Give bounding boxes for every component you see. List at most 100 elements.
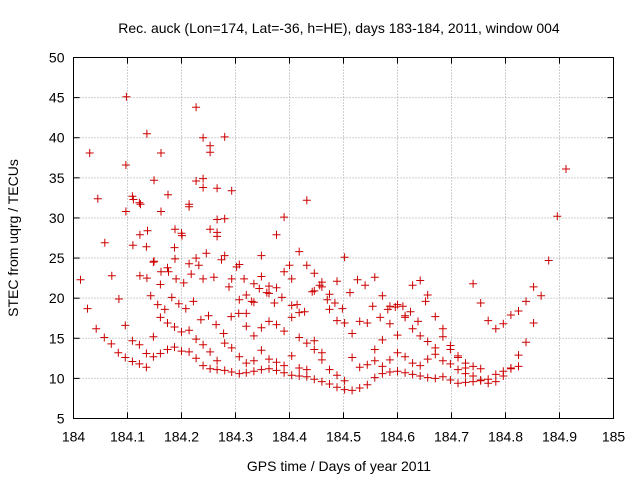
data-point [385, 319, 394, 328]
data-point [340, 376, 349, 385]
data-point [142, 363, 151, 372]
data-point [257, 365, 266, 374]
data-point [227, 343, 236, 352]
data-point [249, 356, 258, 365]
data-point [177, 347, 186, 356]
data-points [76, 92, 570, 395]
data-point [280, 361, 289, 370]
data-point [265, 364, 273, 373]
data-point [135, 230, 144, 239]
data-point [100, 333, 109, 342]
data-point [476, 299, 485, 307]
data-point [431, 312, 440, 321]
data-point [149, 258, 158, 267]
data-point [234, 309, 243, 318]
data-point [150, 257, 158, 266]
data-point [317, 377, 326, 386]
data-point [317, 348, 326, 357]
data-point [438, 332, 447, 341]
data-point [348, 329, 357, 338]
y-tick-label: 45 [49, 90, 65, 106]
y-tick-label: 50 [49, 50, 65, 66]
data-point [219, 329, 228, 338]
data-point [242, 322, 251, 331]
data-point [135, 340, 144, 349]
data-point [355, 317, 364, 326]
data-point [107, 339, 116, 348]
data-point [401, 311, 410, 320]
data-point [454, 351, 462, 360]
data-point [416, 361, 425, 370]
data-point [213, 215, 222, 224]
data-point [202, 249, 211, 258]
data-point [172, 274, 181, 283]
data-point [514, 351, 523, 360]
data-point [416, 331, 425, 340]
data-point [240, 274, 249, 283]
data-point [355, 363, 364, 372]
data-point [416, 372, 425, 380]
data-point [199, 361, 208, 370]
y-tick-label: 15 [49, 330, 65, 346]
data-point [185, 326, 194, 335]
data-point [325, 290, 334, 299]
data-point [265, 317, 273, 326]
data-point [171, 254, 179, 263]
data-point [287, 274, 296, 283]
data-point [280, 327, 289, 336]
data-point [220, 132, 229, 141]
data-point [242, 368, 251, 377]
data-point [287, 301, 296, 310]
x-tick-label: 184.7 [434, 429, 469, 445]
data-point [333, 316, 341, 325]
data-point [142, 274, 151, 283]
data-point [529, 282, 538, 291]
data-point [378, 335, 387, 344]
data-point [287, 351, 296, 360]
data-point [167, 293, 176, 302]
data-point [393, 348, 402, 357]
data-point [146, 291, 155, 300]
data-point [295, 364, 304, 372]
data-point [491, 370, 500, 379]
data-point [257, 272, 266, 281]
data-point [196, 315, 205, 324]
data-point [135, 359, 144, 368]
data-point [157, 207, 165, 216]
data-point [325, 305, 334, 314]
data-point [185, 200, 194, 209]
data-point [378, 369, 387, 378]
data-point [333, 383, 341, 392]
data-point [310, 375, 319, 384]
data-point [363, 319, 372, 327]
data-point [153, 300, 162, 309]
data-point [287, 371, 296, 380]
y-axis-label: STEC from uqrg / TECUs [5, 159, 21, 317]
data-point [323, 295, 332, 304]
data-point [469, 279, 478, 288]
data-point [406, 307, 415, 316]
grid [73, 57, 614, 419]
data-point [192, 354, 201, 363]
data-point [514, 362, 523, 371]
data-point [280, 213, 289, 222]
data-point [302, 365, 311, 374]
data-point [553, 212, 562, 221]
data-point [257, 323, 266, 332]
data-point [295, 308, 304, 317]
data-point [235, 352, 244, 361]
x-tick-label: 184.4 [272, 429, 307, 445]
data-point [192, 254, 201, 263]
data-point [302, 196, 311, 205]
data-point [257, 251, 266, 260]
data-point [255, 284, 264, 293]
data-point [454, 365, 462, 374]
y-tick-label: 10 [49, 370, 65, 386]
data-point [170, 323, 179, 331]
data-point [363, 380, 372, 389]
data-point [310, 336, 319, 345]
data-point [308, 287, 317, 296]
data-point [454, 379, 462, 388]
data-point [177, 327, 186, 336]
